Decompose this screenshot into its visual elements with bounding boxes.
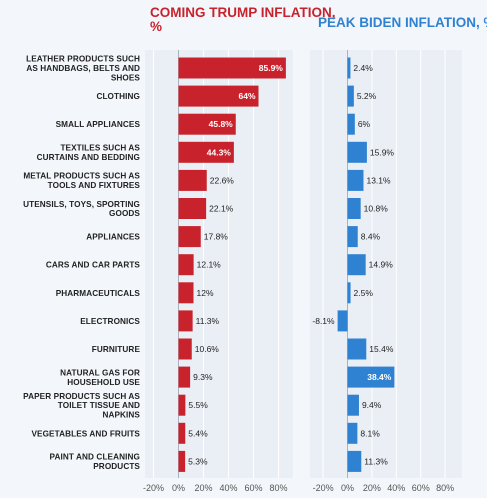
category-label: LEATHER PRODUCTS SUCH AS HANDBAGS, BELTS … xyxy=(26,55,140,83)
category-label: SMALL APPLIANCES xyxy=(56,120,141,129)
data-label-trump: 12% xyxy=(197,288,214,298)
data-label-trump: 22.6% xyxy=(210,175,235,185)
chart-title-trump: COMING TRUMP INFLATION,% xyxy=(150,5,336,34)
bar-trump xyxy=(178,282,194,304)
data-label-trump: 5.4% xyxy=(188,428,208,438)
data-label-biden: 8.1% xyxy=(360,428,380,438)
bar-biden xyxy=(347,366,395,388)
bar-biden xyxy=(347,394,359,416)
bar-trump xyxy=(178,198,207,219)
bar-biden xyxy=(347,422,358,444)
category-label: CARS AND CAR PARTS xyxy=(46,261,141,270)
bar-biden xyxy=(347,169,364,191)
data-label-biden: 15.4% xyxy=(369,344,394,354)
bar-trump xyxy=(178,338,192,360)
data-label-biden: 13.1% xyxy=(366,175,391,185)
category-label: CLOTHING xyxy=(96,92,140,101)
x-tick-label: 0% xyxy=(172,483,185,493)
data-label-biden: 38.4% xyxy=(367,372,392,382)
plot-area-2 xyxy=(310,50,462,478)
data-label-biden: 5.2% xyxy=(357,91,377,101)
x-tick-label: 80% xyxy=(436,483,454,493)
data-label-biden: 6% xyxy=(358,119,371,129)
data-label-trump: 12.1% xyxy=(197,260,222,270)
bar-trump xyxy=(178,366,191,388)
bar-trump xyxy=(178,450,186,472)
bar-trump xyxy=(178,85,259,107)
bar-trump xyxy=(178,422,186,444)
category-label: METAL PRODUCTS SUCH AS TOOLS AND FIXTURES xyxy=(23,172,140,190)
x-tick-label: 0% xyxy=(341,483,354,493)
bar-biden xyxy=(347,141,367,163)
data-label-trump: 11.3% xyxy=(196,316,220,326)
data-label-trump: 10.6% xyxy=(195,344,220,354)
category-label: VEGETABLES AND FRUITS xyxy=(31,429,140,438)
bar-biden xyxy=(347,282,351,304)
data-label-trump: 22.1% xyxy=(209,204,234,214)
data-label-biden: 2.4% xyxy=(353,63,373,73)
category-label: PHARMACEUTICALS xyxy=(56,289,141,298)
bar-trump xyxy=(178,169,207,191)
data-label-biden: 11.3% xyxy=(364,456,388,466)
bar-biden xyxy=(347,57,351,79)
category-label: UTENSILS, TOYS, SPORTING GOODS xyxy=(23,200,140,218)
bar-biden xyxy=(347,450,362,472)
category-label: PAINT AND CLEANING PRODUCTS xyxy=(50,453,141,471)
bar-biden xyxy=(347,113,355,135)
data-label-biden: -8.1% xyxy=(312,316,335,326)
data-label-trump: 5.5% xyxy=(188,400,208,410)
data-label-trump: 45.8% xyxy=(209,119,234,129)
x-tick-label: -20% xyxy=(313,483,334,493)
bar-biden xyxy=(337,310,348,332)
bar-trump xyxy=(178,254,194,276)
data-label-biden: 10.8% xyxy=(364,204,389,214)
x-tick-label: 40% xyxy=(219,483,237,493)
category-label: PAPER PRODUCTS SUCH AS TOILET TISSUE AND N… xyxy=(23,392,140,420)
x-tick-label: 20% xyxy=(194,483,212,493)
data-label-biden: 9.4% xyxy=(362,400,382,410)
data-label-trump: 44.3% xyxy=(207,147,232,157)
x-tick-label: 20% xyxy=(363,483,381,493)
data-label-trump: 85.9% xyxy=(259,63,284,73)
x-tick-label: 80% xyxy=(269,483,287,493)
bar-biden xyxy=(347,198,361,219)
data-label-trump: 9.3% xyxy=(193,372,213,382)
data-label-biden: 15.9% xyxy=(370,147,395,157)
category-label: NATURAL GAS FOR HOUSEHOLD USE xyxy=(60,368,140,386)
data-label-biden: 8.4% xyxy=(361,232,381,242)
data-label-trump: 17.8% xyxy=(204,232,229,242)
category-label: TEXTILES SUCH AS CURTAINS AND BEDDING xyxy=(37,144,141,162)
bar-trump xyxy=(178,226,201,248)
chart-title-biden: PEAK BIDEN INFLATION, % xyxy=(318,15,487,30)
bar-biden xyxy=(347,226,358,248)
category-label: APPLIANCES xyxy=(86,233,140,242)
data-label-trump: 64% xyxy=(238,91,255,101)
bar-trump xyxy=(178,394,186,416)
x-tick-label: -20% xyxy=(143,483,164,493)
bar-trump xyxy=(178,57,286,79)
x-tick-label: 60% xyxy=(244,483,262,493)
bar-trump xyxy=(178,141,234,163)
data-label-biden: 2.5% xyxy=(354,288,374,298)
x-tick-label: 60% xyxy=(412,483,430,493)
bar-trump xyxy=(178,113,236,135)
bar-trump xyxy=(178,310,193,332)
category-label: ELECTRONICS xyxy=(80,317,140,326)
data-label-biden: 14.9% xyxy=(369,260,394,270)
bar-biden xyxy=(347,338,367,360)
category-label: FURNITURE xyxy=(92,345,141,354)
bar-biden xyxy=(347,254,366,276)
x-tick-label: 40% xyxy=(387,483,405,493)
data-label-trump: 5.3% xyxy=(188,456,208,466)
bar-biden xyxy=(347,85,354,107)
